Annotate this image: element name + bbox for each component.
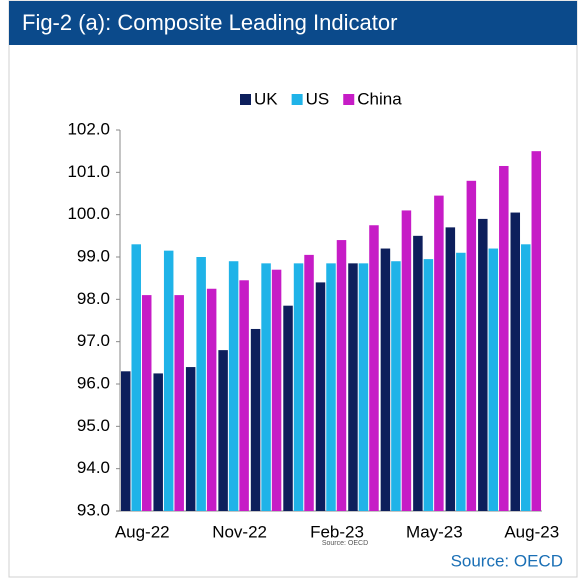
bar <box>413 235 423 512</box>
bar <box>120 371 131 511</box>
bar <box>315 282 326 511</box>
chart-title: Fig-2 (a): Composite Leading Indicator <box>22 10 397 35</box>
bar <box>218 350 228 511</box>
bar <box>206 288 217 511</box>
legend-label: UK <box>254 89 278 108</box>
legend-swatch <box>343 94 355 105</box>
bar <box>445 227 456 511</box>
bar <box>250 328 261 511</box>
bar <box>228 261 239 511</box>
y-tick-label: 97.0 <box>77 331 110 350</box>
bar <box>153 373 163 511</box>
y-tick-label: 96.0 <box>77 373 110 392</box>
y-tick-label: 98.0 <box>77 289 110 308</box>
bar <box>185 367 196 511</box>
legend-swatch <box>240 94 251 105</box>
bar <box>304 254 314 511</box>
y-tick-label: 93.0 <box>77 500 110 519</box>
bar <box>466 180 477 512</box>
bar <box>499 165 509 511</box>
bar <box>196 257 206 511</box>
x-tick-label: Nov-22 <box>212 522 267 541</box>
bar <box>456 252 466 511</box>
bar <box>488 248 499 512</box>
bar <box>141 295 152 511</box>
bar <box>283 305 293 511</box>
bar <box>369 225 379 511</box>
y-tick-label: 100.0 <box>67 204 110 223</box>
bar <box>174 295 184 511</box>
x-tick-label: Aug-23 <box>504 522 559 541</box>
legend-label: China <box>357 89 402 108</box>
bar <box>293 263 304 511</box>
bar <box>131 244 141 512</box>
bar <box>348 263 358 511</box>
bar <box>336 240 347 512</box>
legend-label: US <box>306 89 330 108</box>
x-tick-label: Aug-22 <box>115 522 170 541</box>
bar <box>423 259 434 511</box>
bar <box>163 250 174 511</box>
bar <box>271 269 282 511</box>
bar <box>478 218 488 511</box>
bar <box>380 248 391 512</box>
bar <box>358 263 369 511</box>
bar <box>434 195 444 511</box>
bar <box>510 212 521 512</box>
bar <box>531 151 542 511</box>
bar <box>326 263 336 511</box>
y-tick-label: 101.0 <box>67 162 110 181</box>
y-tick-label: 95.0 <box>77 416 110 435</box>
y-tick-label: 94.0 <box>77 458 110 477</box>
bar <box>261 263 271 511</box>
y-tick-label: 102.0 <box>67 119 110 138</box>
header-band <box>9 1 577 45</box>
bar <box>239 280 249 511</box>
bar <box>401 210 412 511</box>
x-tick-label: May-23 <box>406 522 463 541</box>
source-small: Source: OECD <box>322 540 368 547</box>
source: Source: OECD <box>451 551 563 570</box>
x-tick-label: Feb-23 <box>310 522 364 541</box>
bar <box>521 244 531 512</box>
legend-swatch <box>291 94 303 105</box>
y-tick-label: 99.0 <box>77 246 110 265</box>
bar <box>391 261 401 511</box>
